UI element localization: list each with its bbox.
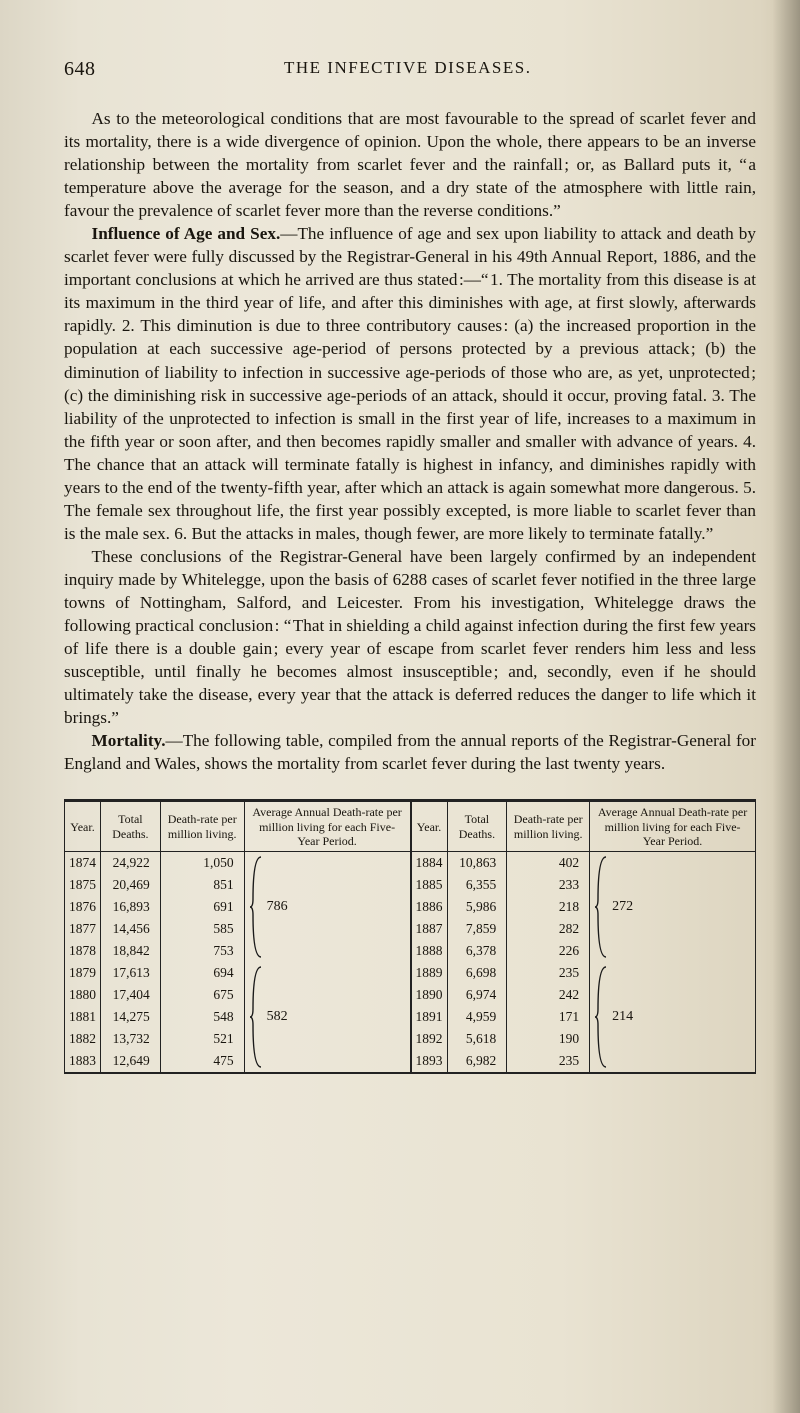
- cell-rate: 675: [160, 984, 244, 1006]
- cell-rate: 585: [160, 918, 244, 940]
- cell-rate: 691: [160, 896, 244, 918]
- cell-year: 1881: [65, 1006, 101, 1028]
- col-avg-right: Average Annual Death-rate per million li…: [590, 802, 756, 851]
- cell-year: 1890: [411, 984, 448, 1006]
- cell-year: 1878: [65, 940, 101, 962]
- cell-rate: 851: [160, 874, 244, 896]
- cell-deaths: 12,649: [101, 1050, 161, 1072]
- cell-rate: 235: [507, 1050, 590, 1072]
- cell-year: 1882: [65, 1028, 101, 1050]
- cell-deaths: 24,922: [101, 851, 161, 874]
- cell-deaths: 6,355: [447, 874, 507, 896]
- cell-deaths: 17,613: [101, 962, 161, 984]
- cell-rate: 548: [160, 1006, 244, 1028]
- para2-body: —The influence of age and sex upon liabi…: [64, 224, 756, 543]
- mortality-table: Year. Total Deaths. Death-rate per milli…: [64, 801, 756, 1071]
- cell-rate: 282: [507, 918, 590, 940]
- cell-deaths: 6,378: [447, 940, 507, 962]
- cell-rate: 753: [160, 940, 244, 962]
- cell-deaths: 13,732: [101, 1028, 161, 1050]
- cell-rate: 235: [507, 962, 590, 984]
- paragraph-1: As to the meteorological conditions that…: [64, 107, 756, 222]
- cell-deaths: 16,893: [101, 896, 161, 918]
- para4-body: —The following table, compiled from the …: [64, 731, 756, 773]
- cell-year: 1886: [411, 896, 448, 918]
- cell-deaths: 17,404: [101, 984, 161, 1006]
- cell-deaths: 20,469: [101, 874, 161, 896]
- avg-cell-right-bot: 214: [590, 962, 756, 1072]
- cell-rate: 226: [507, 940, 590, 962]
- cell-year: 1888: [411, 940, 448, 962]
- cell-rate: 694: [160, 962, 244, 984]
- cell-deaths: 14,275: [101, 1006, 161, 1028]
- avg-value: 582: [267, 1009, 288, 1025]
- avg-value: 272: [612, 899, 633, 915]
- cell-rate: 402: [507, 851, 590, 874]
- cell-rate: 521: [160, 1028, 244, 1050]
- cell-deaths: 18,842: [101, 940, 161, 962]
- col-avg-left: Average Annual Death-rate per million li…: [244, 802, 410, 851]
- paragraph-2: Influence of Age and Sex.—The influence …: [64, 222, 756, 545]
- cell-year: 1892: [411, 1028, 448, 1050]
- col-year-left: Year.: [65, 802, 101, 851]
- col-rate-left: Death-rate per million living.: [160, 802, 244, 851]
- cell-deaths: 14,456: [101, 918, 161, 940]
- table-row: 187424,9221,050 786188410,863402 272: [65, 851, 756, 874]
- cell-deaths: 5,986: [447, 896, 507, 918]
- col-year-right: Year.: [411, 802, 448, 851]
- avg-cell-right-top: 272: [590, 851, 756, 962]
- cell-rate: 171: [507, 1006, 590, 1028]
- cell-deaths: 10,863: [447, 851, 507, 874]
- avg-cell-left-top: 786: [244, 851, 410, 962]
- cell-year: 1876: [65, 896, 101, 918]
- cell-deaths: 4,959: [447, 1006, 507, 1028]
- cell-rate: 190: [507, 1028, 590, 1050]
- cell-deaths: 6,698: [447, 962, 507, 984]
- cell-year: 1875: [65, 874, 101, 896]
- cell-deaths: 5,618: [447, 1028, 507, 1050]
- cell-year: 1877: [65, 918, 101, 940]
- header: 648 THE INFECTIVE DISEASES.: [64, 58, 756, 81]
- cell-rate: 242: [507, 984, 590, 1006]
- cell-deaths: 6,982: [447, 1050, 507, 1072]
- avg-cell-left-bot: 582: [244, 962, 410, 1072]
- body-text: As to the meteorological conditions that…: [64, 107, 756, 775]
- cell-year: 1879: [65, 962, 101, 984]
- cell-year: 1874: [65, 851, 101, 874]
- cell-rate: 1,050: [160, 851, 244, 874]
- mortality-table-wrap: Year. Total Deaths. Death-rate per milli…: [64, 799, 756, 1073]
- cell-year: 1884: [411, 851, 448, 874]
- col-deaths-right: Total Deaths.: [447, 802, 507, 851]
- avg-value: 214: [612, 1009, 633, 1025]
- running-head: THE INFECTIVE DISEASES.: [284, 58, 531, 81]
- avg-value: 786: [267, 899, 288, 915]
- para4-lead: Mortality.: [92, 731, 166, 750]
- cell-year: 1883: [65, 1050, 101, 1072]
- cell-rate: 475: [160, 1050, 244, 1072]
- cell-deaths: 7,859: [447, 918, 507, 940]
- cell-year: 1885: [411, 874, 448, 896]
- cell-year: 1893: [411, 1050, 448, 1072]
- table-header-row: Year. Total Deaths. Death-rate per milli…: [65, 802, 756, 851]
- col-deaths-left: Total Deaths.: [101, 802, 161, 851]
- col-rate-right: Death-rate per million living.: [507, 802, 590, 851]
- page: 648 THE INFECTIVE DISEASES. As to the me…: [0, 0, 800, 1413]
- cell-rate: 218: [507, 896, 590, 918]
- cell-year: 1880: [65, 984, 101, 1006]
- cell-rate: 233: [507, 874, 590, 896]
- page-number: 648: [64, 58, 96, 81]
- cell-year: 1891: [411, 1006, 448, 1028]
- paragraph-3: These conclusions of the Registrar-Gener…: [64, 545, 756, 729]
- cell-year: 1889: [411, 962, 448, 984]
- para2-lead: Influence of Age and Sex.: [92, 224, 281, 243]
- cell-deaths: 6,974: [447, 984, 507, 1006]
- paragraph-4: Mortality.—The following table, compiled…: [64, 729, 756, 775]
- table-row: 187917,613694 58218896,698235 214: [65, 962, 756, 984]
- cell-year: 1887: [411, 918, 448, 940]
